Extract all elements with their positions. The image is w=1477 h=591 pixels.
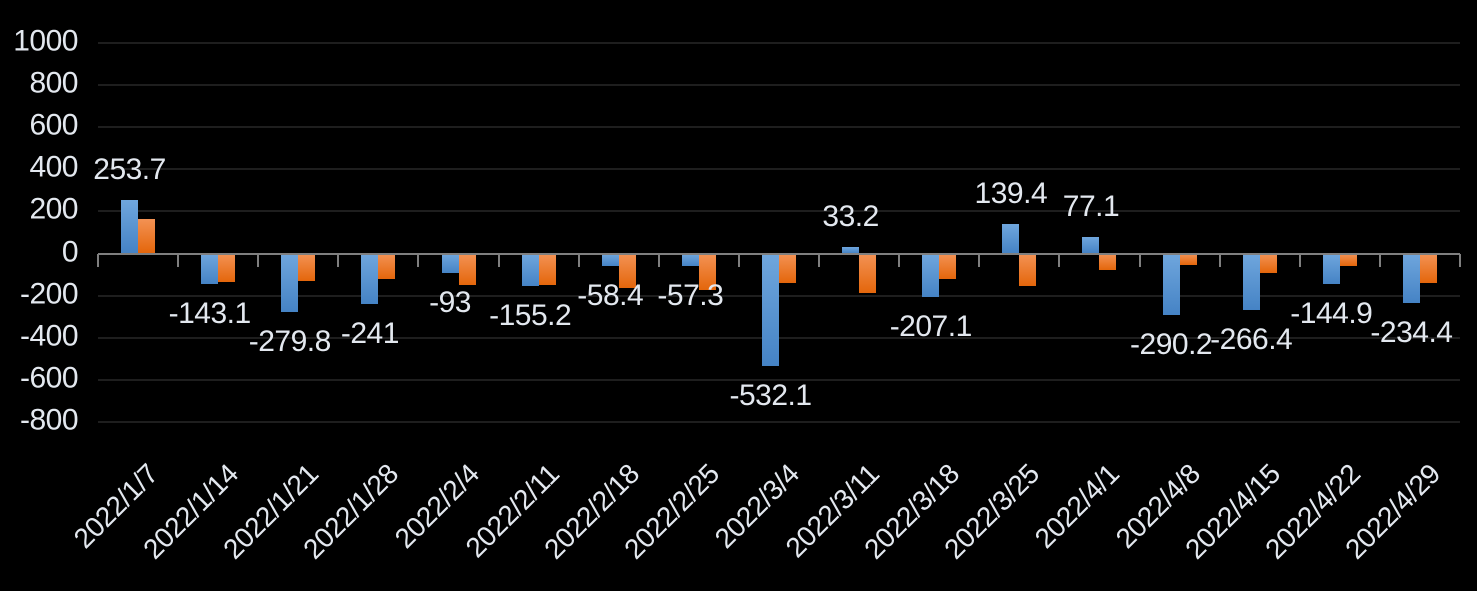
x-axis-tick: [1459, 253, 1461, 267]
data-label: -155.2: [489, 299, 572, 333]
bar-series-orange: [1179, 253, 1197, 266]
data-label: -241: [340, 317, 400, 351]
data-label: -279.8: [248, 325, 332, 359]
bar-series-blue: [121, 200, 139, 254]
x-axis-tick: [657, 253, 660, 267]
x-axis-tick: [577, 253, 580, 267]
data-label: -58.4: [577, 278, 644, 312]
x-axis-tick: [1138, 253, 1141, 267]
y-axis-tick-label: -600: [19, 361, 79, 395]
data-label: -207.1: [889, 310, 973, 344]
y-axis-tick-label: 400: [29, 150, 78, 184]
bar-series-orange: [698, 253, 716, 291]
x-axis-tick: [177, 253, 180, 267]
gridline: [98, 168, 1460, 171]
bar-series-orange: [1339, 253, 1357, 267]
gridline: [98, 42, 1460, 44]
bar-series-blue: [1162, 253, 1180, 315]
bar-series-orange: [1259, 253, 1277, 274]
bar-series-orange: [218, 253, 236, 282]
bar-series-blue: [1322, 253, 1340, 284]
bar-series-orange: [1099, 253, 1117, 271]
bar-series-orange: [458, 253, 476, 286]
data-label: -266.4: [1210, 322, 1293, 356]
bar-series-blue: [922, 253, 940, 298]
x-axis-tick: [337, 253, 340, 267]
data-label: -57.3: [657, 278, 724, 312]
bar-series-orange: [1419, 253, 1437, 283]
data-label: -143.1: [168, 296, 252, 330]
gridline: [98, 210, 1460, 213]
bar-series-orange: [378, 253, 396, 279]
y-axis-tick-label: -200: [19, 277, 79, 311]
gridline: [98, 294, 1460, 297]
x-axis-line: [98, 252, 1460, 255]
bar-series-orange: [538, 253, 556, 286]
bar-series-orange: [138, 218, 156, 254]
bar-series-orange: [939, 253, 957, 279]
bar-series-orange: [618, 253, 636, 289]
bar-series-blue: [1002, 224, 1020, 254]
bar-series-blue: [441, 253, 459, 274]
x-axis-tick: [257, 253, 260, 267]
x-axis-tick: [818, 253, 821, 267]
y-axis-tick-label: 200: [29, 193, 78, 227]
bar-series-blue: [1402, 253, 1420, 303]
x-axis-category-label: 2022/4/1: [1029, 458, 1126, 555]
data-label: 139.4: [974, 177, 1048, 211]
gridline: [98, 420, 1460, 423]
x-axis-tick: [1378, 253, 1381, 267]
data-label: -234.4: [1370, 315, 1453, 349]
bar-series-blue: [521, 253, 539, 287]
bar-series-orange: [298, 253, 316, 281]
bar-series-orange: [859, 253, 877, 294]
y-axis-tick-label: 800: [29, 66, 78, 100]
x-axis-tick: [497, 253, 500, 267]
data-label: 33.2: [822, 199, 879, 233]
y-axis-tick-label: -400: [19, 319, 79, 353]
y-axis-tick-label: -800: [19, 403, 79, 437]
bar-series-blue: [762, 253, 779, 366]
bar-series-blue: [842, 246, 860, 254]
data-label: -93: [429, 286, 471, 320]
data-label: 77.1: [1062, 190, 1120, 224]
data-label: -144.9: [1290, 297, 1373, 330]
x-axis-tick: [737, 253, 740, 267]
x-axis-tick: [1218, 253, 1221, 267]
gridline: [98, 336, 1460, 339]
gridline: [98, 378, 1460, 381]
y-axis-tick-label: 0: [61, 235, 79, 269]
bar-series-blue: [281, 253, 299, 313]
gridline: [98, 84, 1460, 87]
bar-series-blue: [201, 253, 219, 284]
bar-series-orange: [779, 253, 796, 283]
data-label: -290.2: [1130, 327, 1213, 361]
x-axis-tick: [978, 253, 981, 267]
data-label: 253.7: [93, 153, 166, 187]
bar-series-orange: [1019, 253, 1037, 287]
x-axis-tick: [898, 253, 901, 267]
bar-series-blue: [1082, 237, 1100, 254]
gridline: [98, 126, 1460, 129]
data-label: -532.1: [729, 378, 812, 412]
x-axis-tick: [1058, 253, 1061, 267]
bar-series-blue: [601, 253, 619, 266]
bar-series-blue: [1242, 253, 1260, 310]
y-axis-tick-label: 600: [29, 108, 78, 142]
bar-series-blue: [361, 253, 379, 305]
bar-series-blue: [681, 253, 699, 266]
x-axis-tick: [417, 253, 420, 267]
x-axis-tick: [97, 253, 99, 267]
x-axis-tick: [1298, 253, 1301, 267]
y-axis-tick-label: 1000: [13, 24, 78, 58]
